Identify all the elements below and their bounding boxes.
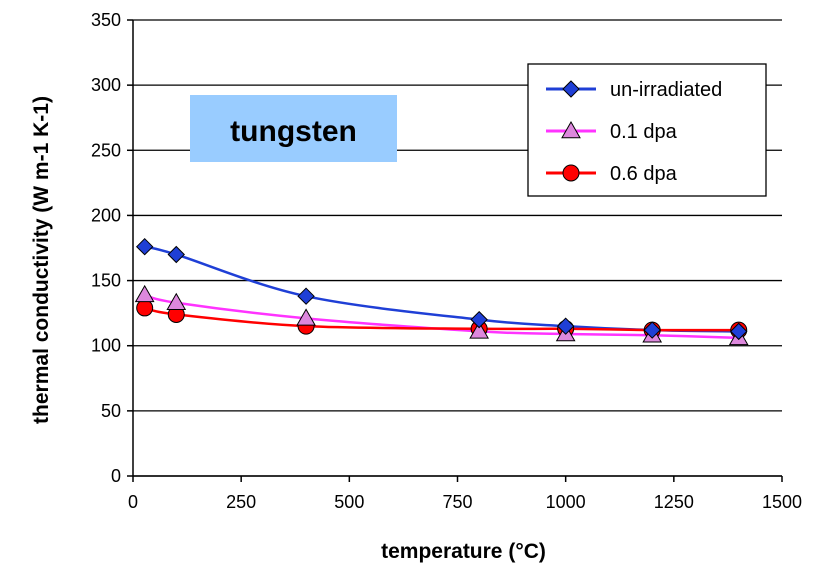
x-axis-title: temperature (°C) (381, 540, 546, 563)
x-tick-label: 500 (334, 492, 364, 512)
data-point-s2-0 (136, 299, 154, 317)
legend-marker-0 (562, 80, 580, 98)
annotation: tungsten (190, 95, 397, 162)
y-tick-label: 50 (101, 401, 121, 421)
y-tick-label: 0 (111, 466, 121, 486)
data-point-s0-3 (470, 310, 488, 329)
data-point-s1-0 (134, 284, 155, 303)
data-point-s1-3 (469, 321, 489, 339)
data-point-s0-0 (135, 237, 154, 256)
data-point-s1-1 (166, 292, 187, 310)
data-point-s0-2 (297, 287, 315, 305)
annotation-box (190, 95, 397, 162)
y-tick-label: 200 (91, 205, 121, 225)
y-tick-label: 150 (91, 271, 121, 291)
x-tick-label: 1250 (654, 492, 694, 512)
y-tick-label: 100 (91, 336, 121, 356)
data-point-s0-6 (730, 322, 748, 341)
x-tick-label: 750 (442, 492, 472, 512)
legend-label-2: 0.6 dpa (610, 163, 678, 185)
legend-label-1: 0.1 dpa (610, 121, 678, 143)
legend-marker-1 (561, 120, 581, 139)
x-tick-label: 1000 (546, 492, 586, 512)
data-point-s0-1 (167, 245, 185, 264)
series-line-0 (144, 245, 739, 333)
y-axis-title: thermal conductivity (W m-1 K-1) (30, 96, 53, 424)
y-tick-label: 350 (91, 10, 121, 30)
data-point-s0-5 (643, 321, 661, 339)
y-tick-label: 250 (91, 140, 121, 160)
x-tick-label: 0 (128, 492, 138, 512)
x-tick-label: 250 (226, 492, 256, 512)
series-layer (134, 237, 749, 346)
legend: un-irradiated 0.1 dpa 0.6 dpa (527, 63, 767, 197)
axes: 0 50 100 150 200 250 300 350 0 250 500 750 1000 1250 1… (30, 10, 802, 563)
x-tick-label: 1500 (762, 492, 802, 512)
y-tick-label: 300 (91, 75, 121, 95)
annotation-label: tungsten (230, 115, 357, 148)
legend-marker-2 (562, 164, 580, 182)
data-point-s0-4 (556, 317, 575, 335)
data-point-s1-2 (296, 308, 316, 326)
legend-label-0: un-irradiated (610, 79, 722, 101)
